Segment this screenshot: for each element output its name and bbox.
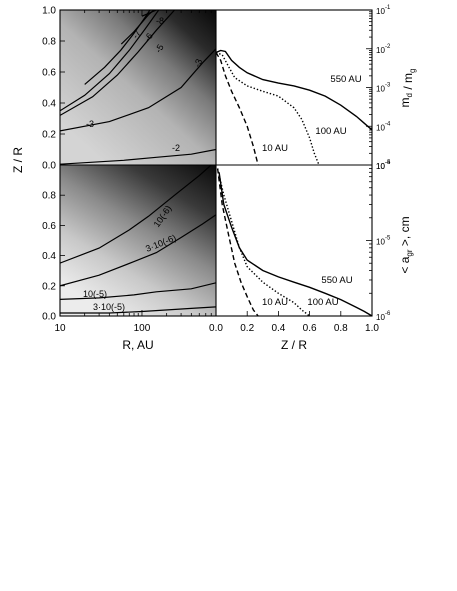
bottom-left-heatmap — [60, 165, 216, 316]
y-tick-exponent: -5 — [385, 236, 391, 242]
y-tick-exponent: -4 — [385, 160, 391, 166]
series-line — [216, 51, 320, 165]
y-tick-label: 0.4 — [42, 99, 56, 110]
y-tick-label: 10 — [376, 85, 385, 94]
y-tick-label: 0.8 — [42, 191, 56, 202]
contour-label: -3 — [192, 57, 204, 68]
contour-label: -2 — [172, 143, 180, 153]
x-tick-label: 0.8 — [334, 323, 348, 334]
y-tick-label: 0.0 — [42, 312, 56, 323]
x-tick-label: 0.2 — [240, 323, 254, 334]
y-tick-label: 10 — [376, 123, 385, 132]
y-tick-label: 0.2 — [42, 281, 56, 292]
y-tick-label: 10 — [376, 162, 385, 171]
y-tick-label: 0.8 — [42, 37, 56, 48]
axis-labels: 550 AU 100 AU 10 AU 550 AU 100 AU 10 AU 0.0 0.2… — [11, 5, 417, 352]
x-tick-label: 0.0 — [209, 323, 223, 334]
chart-panels: -8-7 -6-5-3-3-210(-6)3·10(-6)10(-5)3·10(-… — [59, 9, 373, 317]
contour-label: 3·10(-5) — [93, 302, 125, 312]
y-tick-exponent: -6 — [385, 311, 391, 317]
contour-line — [60, 282, 216, 300]
series-label: 10 AU — [262, 143, 288, 154]
series-label: 100 AU — [315, 126, 346, 137]
y-tick-label: 0.6 — [42, 221, 56, 232]
contour-label: -3 — [86, 119, 94, 129]
x-tick-label: 100 — [134, 323, 151, 334]
y-tick-label: 0.6 — [42, 68, 56, 79]
y-tick-label: 10 — [376, 238, 385, 247]
y-tick-label: 10 — [376, 162, 385, 171]
y-tick-exponent: -1 — [385, 5, 391, 11]
y-axis-label: md / mg — [398, 69, 417, 108]
y-tick-label: 10 — [376, 7, 385, 16]
series-line — [216, 52, 259, 165]
top-left-contours — [60, 10, 216, 165]
contour-line — [60, 148, 216, 165]
y-tick-label: 1.0 — [42, 6, 56, 17]
y-axis-label: Z / R — [11, 147, 25, 173]
y-tick-exponent: -5 — [385, 160, 391, 166]
x-tick-label: 10 — [54, 323, 66, 334]
contour-line — [60, 10, 176, 116]
y-tick-exponent: -3 — [385, 83, 391, 89]
contour-label: -8 — [156, 16, 164, 26]
series-label: 100 AU — [307, 297, 338, 308]
contour-label: -5 — [153, 43, 166, 55]
x-tick-label: 1.0 — [365, 323, 379, 334]
x-axis-label: R, AU — [122, 338, 153, 352]
y-tick-label: 0.2 — [42, 130, 56, 141]
x-axis-label: Z / R — [281, 338, 307, 352]
y-tick-label: 10 — [376, 313, 385, 322]
y-tick-label: 0.0 — [42, 161, 56, 172]
y-tick-exponent: -4 — [385, 121, 391, 127]
y-tick-label: 0.4 — [42, 251, 56, 262]
x-tick-label: 0.4 — [271, 323, 285, 334]
contour-line — [60, 48, 216, 132]
contour-line — [84, 10, 151, 85]
contour-line — [141, 10, 157, 17]
y-tick-exponent: -2 — [385, 44, 391, 50]
series-label: 550 AU — [321, 275, 352, 286]
contour-line — [60, 214, 216, 287]
x-tick-label: 0.6 — [303, 323, 317, 334]
series-label: 550 AU — [330, 74, 361, 85]
series-label: 10 AU — [262, 297, 288, 308]
series-line — [218, 172, 372, 316]
contour-line — [60, 10, 160, 112]
bottom-right-curves — [216, 168, 372, 316]
y-tick-label: 10 — [376, 46, 385, 55]
top-right-curves — [216, 49, 372, 165]
series-line — [216, 49, 372, 131]
y-axis-label: < agr >, cm — [398, 216, 414, 273]
series-line — [216, 168, 311, 316]
series-line — [216, 168, 259, 316]
contour-line — [60, 165, 212, 264]
top-left-heatmap — [60, 10, 216, 165]
contour-label: 10(-5) — [83, 289, 107, 299]
